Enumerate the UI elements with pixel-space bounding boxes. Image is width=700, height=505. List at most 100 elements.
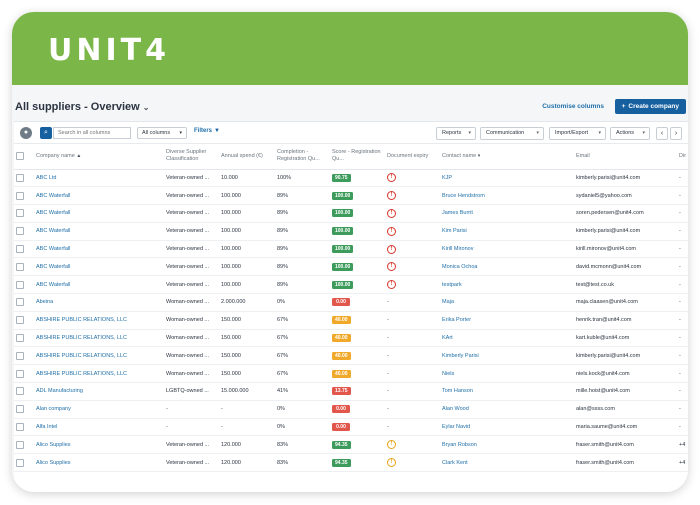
column-header[interactable]: Dir	[677, 144, 688, 170]
table-row[interactable]: ABC Waterfall Veteran-owned ... 100.000 89%…	[14, 222, 688, 241]
contact-name-link[interactable]: Eylar Navid	[440, 418, 574, 437]
row-checkbox[interactable]	[16, 280, 24, 289]
contact-name-link[interactable]: Alan Wood	[440, 400, 574, 419]
company-name-link[interactable]: Alico Supplies	[34, 435, 164, 455]
row-checkbox[interactable]	[16, 458, 24, 467]
company-name-link[interactable]: ADL Manufacturing	[34, 382, 164, 401]
table-row[interactable]: Alan company - -0% 0.00- Alan Wood alan@ssss.…	[14, 400, 688, 419]
table-row[interactable]: Alico Supplies Veteran-owned ... 120.000 83…	[14, 453, 688, 473]
column-header[interactable]: Company name ▲	[34, 144, 164, 170]
company-name-link[interactable]: ABC Waterfall	[34, 240, 164, 259]
prev-page-button[interactable]: ‹	[656, 127, 668, 140]
communication-button[interactable]: Communication ▾	[480, 127, 544, 140]
company-name-link[interactable]: ABSHIRE PUBLIC RELATIONS, LLC	[34, 346, 164, 366]
alert-circle-icon[interactable]: !	[387, 191, 396, 201]
alert-circle-icon[interactable]: !	[387, 208, 396, 218]
row-checkbox[interactable]	[16, 173, 24, 182]
table-row[interactable]: Alico Supplies Veteran-owned ... 120.000 83…	[14, 435, 688, 455]
table-row[interactable]: Abeina Woman-owned ... 2.000.000 0% 0.00 - Maj…	[14, 293, 688, 312]
select-all-checkbox[interactable]	[16, 152, 24, 161]
row-checkbox[interactable]	[16, 227, 24, 236]
contact-name-link[interactable]: Monica Ochoa	[440, 257, 574, 277]
contact-name-link[interactable]: KJP	[440, 169, 574, 188]
table-row[interactable]: ABC Waterfall Veteran-owned ... 100.000 89%…	[14, 275, 688, 295]
contact-name-link[interactable]: James Burrit	[440, 204, 574, 223]
table-row[interactable]: ABC Ltd Veteran-owned ... 10.000 100% 90.75!…	[14, 169, 688, 188]
table-row[interactable]: Alfa Intel - -0% 0.00- Eylar Navid maria.saum…	[14, 418, 688, 437]
user-icon[interactable]: ●	[20, 127, 32, 139]
row-checkbox[interactable]	[16, 440, 24, 449]
columns-select[interactable]: All columns ▾	[137, 127, 187, 139]
company-name-link[interactable]: ABC Waterfall	[34, 222, 164, 241]
row-checkbox[interactable]	[16, 191, 24, 200]
company-name-link[interactable]: ABC Waterfall	[34, 204, 164, 223]
table-row[interactable]: ABSHIRE PUBLIC RELATIONS, LLC Woman-owned…	[14, 311, 688, 330]
row-checkbox[interactable]	[16, 209, 24, 218]
row-checkbox[interactable]	[16, 351, 24, 360]
alert-circle-icon[interactable]: !	[387, 262, 396, 272]
import-export-button[interactable]: Import/Export ▾	[549, 127, 606, 140]
alert-circle-icon[interactable]: !	[387, 280, 396, 290]
company-name-link[interactable]: ABC Waterfall	[34, 186, 164, 206]
company-name-link[interactable]: Alico Supplies	[34, 453, 164, 473]
company-name-link[interactable]: Abeina	[34, 293, 164, 312]
company-name-link[interactable]: ABC Waterfall	[34, 275, 164, 295]
table-row[interactable]: ABC Waterfall Veteran-owned ... 100.000 89%…	[14, 186, 688, 206]
company-name-link[interactable]: Alan company	[34, 400, 164, 419]
contact-name-link[interactable]: testpark	[440, 275, 574, 295]
contact-name-link[interactable]: Clark Kent	[440, 453, 574, 473]
contact-name-link[interactable]: Kim Parisi	[440, 222, 574, 241]
table-row[interactable]: ADL Manufacturing LGBTQ-owned ... 15.000.0…	[14, 382, 688, 401]
company-name-link[interactable]: ABSHIRE PUBLIC RELATIONS, LLC	[34, 311, 164, 330]
table-row[interactable]: ABSHIRE PUBLIC RELATIONS, LLC Woman-owned…	[14, 364, 688, 384]
chevron-down-icon[interactable]: ⌄	[142, 103, 150, 112]
column-header[interactable]: Email	[574, 144, 677, 170]
contact-name-link[interactable]: Erika Porter	[440, 311, 574, 330]
table-row[interactable]: ABC Waterfall Veteran-owned ... 100.000 89%…	[14, 257, 688, 277]
row-checkbox[interactable]	[16, 245, 24, 254]
contact-name-link[interactable]: Tom Hanson	[440, 382, 574, 401]
company-name-link[interactable]: Alfa Intel	[34, 418, 164, 437]
column-header[interactable]: Diverse Supplier Classification	[164, 144, 219, 170]
table-row[interactable]: ABC Waterfall Veteran-owned ... 100.000 89%…	[14, 204, 688, 223]
row-checkbox[interactable]	[16, 369, 24, 378]
contact-name-link[interactable]: Maja	[440, 293, 574, 312]
contact-name-link[interactable]: Kirill Mironov	[440, 240, 574, 259]
search-icon[interactable]: ⌕	[40, 127, 52, 139]
warning-circle-icon[interactable]: !	[387, 458, 396, 468]
row-checkbox[interactable]	[16, 316, 24, 325]
sort-up-icon[interactable]: ▲	[76, 152, 82, 159]
column-header[interactable]: Completion - Registration Qu...	[275, 144, 330, 170]
table-row[interactable]: ABSHIRE PUBLIC RELATIONS, LLC Woman-owned…	[14, 329, 688, 348]
row-checkbox[interactable]	[16, 298, 24, 307]
filters-button[interactable]: Filters ▼	[194, 128, 220, 134]
column-header[interactable]: Contact name ▾	[440, 144, 574, 170]
table-row[interactable]: ABC Waterfall Veteran-owned ... 100.000 89%…	[14, 240, 688, 259]
next-page-button[interactable]: ›	[670, 127, 682, 140]
company-name-link[interactable]: ABSHIRE PUBLIC RELATIONS, LLC	[34, 329, 164, 348]
alert-circle-icon[interactable]: !	[387, 173, 396, 183]
row-checkbox[interactable]	[16, 262, 24, 271]
actions-button[interactable]: Actions ▾	[610, 127, 650, 140]
sort-icon[interactable]: ▾	[477, 152, 481, 159]
alert-circle-icon[interactable]: !	[387, 244, 396, 254]
warning-circle-icon[interactable]: !	[387, 440, 396, 450]
reports-button[interactable]: Reports ▾	[436, 127, 476, 140]
contact-name-link[interactable]: KArt	[440, 329, 574, 348]
contact-name-link[interactable]: Bryan Robson	[440, 435, 574, 455]
page-title[interactable]: All suppliers - Overview ⌄	[15, 101, 149, 113]
alert-circle-icon[interactable]: !	[387, 226, 396, 236]
contact-name-link[interactable]: Kimberly Parisi	[440, 346, 574, 366]
company-name-link[interactable]: ABSHIRE PUBLIC RELATIONS, LLC	[34, 364, 164, 384]
table-row[interactable]: ABSHIRE PUBLIC RELATIONS, LLC Woman-owned…	[14, 346, 688, 366]
search-input[interactable]	[53, 127, 131, 139]
row-checkbox[interactable]	[16, 405, 24, 414]
column-header[interactable]: Document expiry	[385, 144, 440, 170]
row-checkbox[interactable]	[16, 423, 24, 432]
row-checkbox[interactable]	[16, 387, 24, 396]
create-company-button[interactable]: + Create company	[614, 99, 686, 114]
contact-name-link[interactable]: Bruce Hendstrom	[440, 186, 574, 206]
column-header[interactable]: Score - Registration Qu...	[330, 144, 385, 170]
row-checkbox[interactable]	[16, 334, 24, 343]
company-name-link[interactable]: ABC Ltd	[34, 169, 164, 188]
